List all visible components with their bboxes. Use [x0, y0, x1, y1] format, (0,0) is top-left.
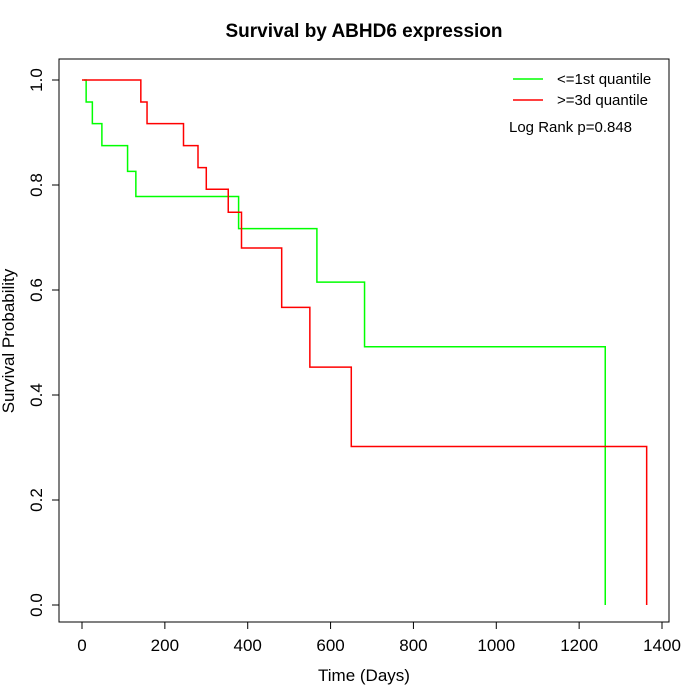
x-axis: 0 200 400 600 800 1000 1200 1400: [77, 621, 681, 655]
y-tick-label: 1.0: [27, 68, 46, 92]
y-tick-label: 0.4: [27, 383, 46, 407]
y-tick-label: 0.2: [27, 488, 46, 512]
survival-curve-low-quantile: [84, 79, 606, 605]
x-tick-label: 0: [77, 636, 86, 655]
x-tick-label: 400: [234, 636, 262, 655]
y-axis-label: Survival Probability: [0, 268, 18, 413]
series-group: [82, 79, 648, 605]
legend: <=1st quantile >=3d quantile: [513, 71, 651, 109]
x-tick-label: 1400: [643, 636, 681, 655]
x-tick-label: 800: [399, 636, 427, 655]
x-tick-label: 1200: [560, 636, 598, 655]
y-axis: 0.0 0.2 0.4 0.6 0.8 1.0: [27, 68, 60, 617]
log-rank-annotation: Log Rank p=0.848: [509, 119, 632, 136]
legend-label-low-quantile: <=1st quantile: [557, 71, 651, 88]
y-tick-label: 0.6: [27, 278, 46, 302]
x-axis-label: Time (Days): [318, 666, 410, 685]
x-tick-label: 200: [151, 636, 179, 655]
x-tick-label: 1000: [477, 636, 515, 655]
y-tick-label: 0.8: [27, 173, 46, 197]
survival-curve-high-quantile: [82, 79, 648, 605]
x-tick-label: 600: [316, 636, 344, 655]
chart-title: Survival by ABHD6 expression: [225, 21, 502, 42]
legend-label-high-quantile: >=3d quantile: [557, 92, 648, 109]
y-tick-label: 0.0: [27, 593, 46, 617]
